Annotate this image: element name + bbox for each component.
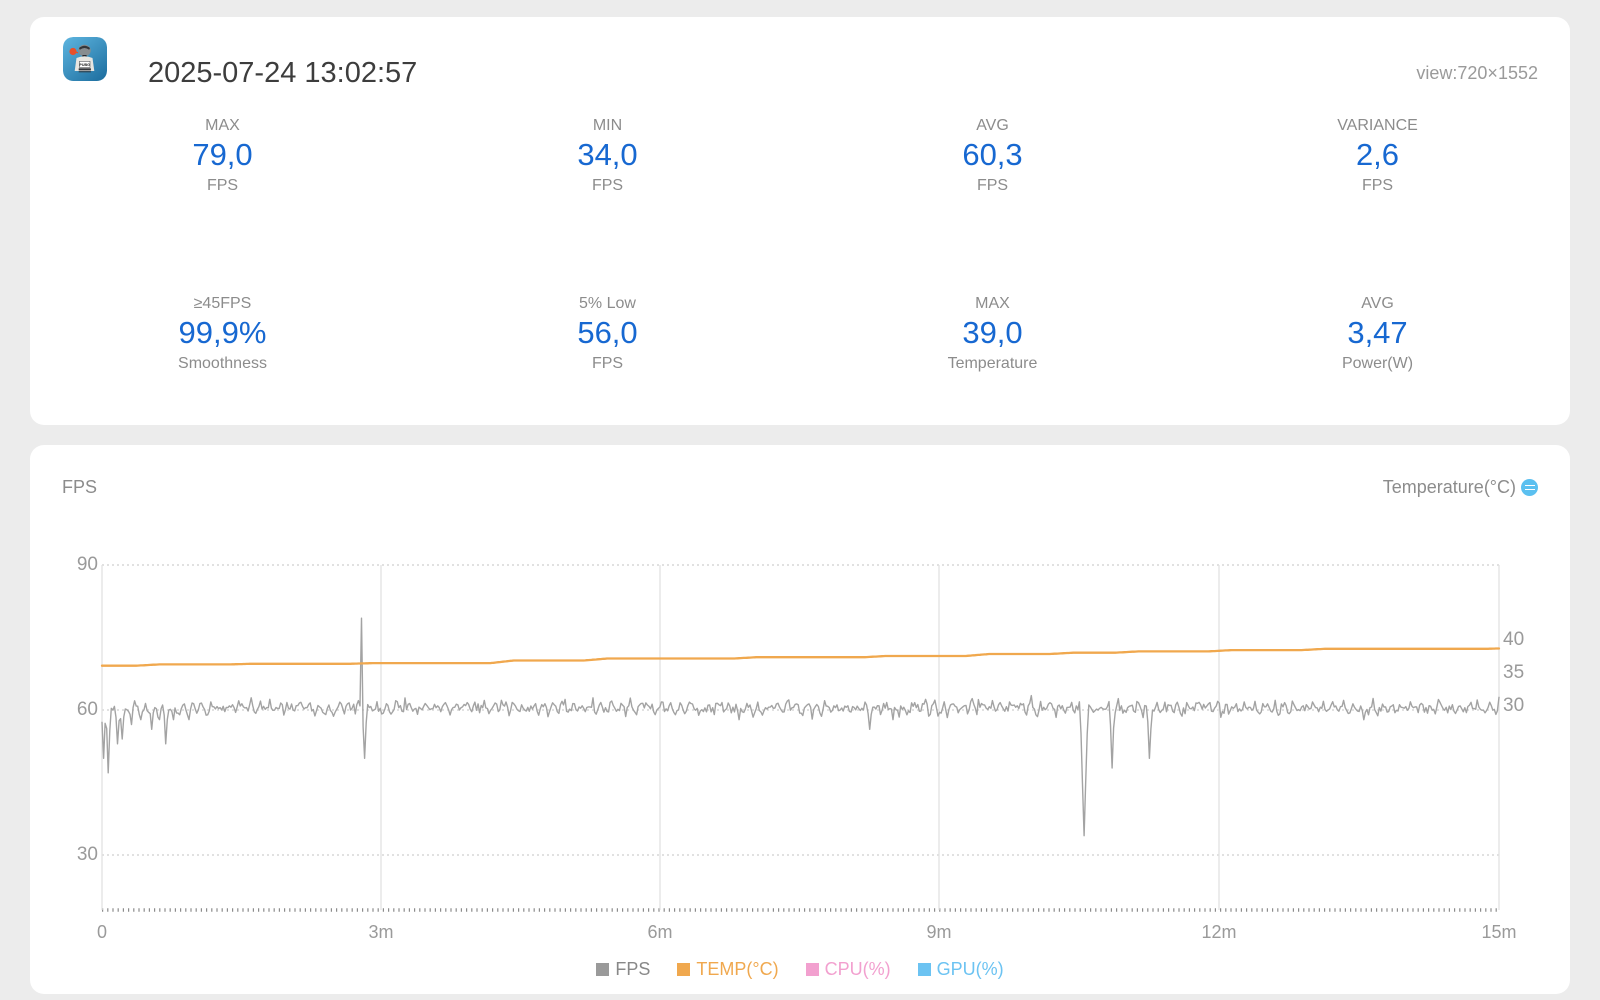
svg-text:3m: 3m [368, 922, 393, 942]
svg-text:30: 30 [77, 844, 98, 865]
svg-text:6m: 6m [647, 922, 672, 942]
svg-text:90: 90 [77, 554, 98, 575]
svg-text:15m: 15m [1481, 922, 1516, 942]
svg-text:60: 60 [77, 699, 98, 720]
svg-text:35: 35 [1503, 662, 1524, 683]
svg-text:0: 0 [97, 922, 107, 942]
svg-text:12m: 12m [1201, 922, 1236, 942]
svg-text:40: 40 [1503, 629, 1524, 650]
svg-text:PUBG: PUBG [79, 63, 90, 67]
svg-text:9m: 9m [926, 922, 951, 942]
svg-text:30: 30 [1503, 695, 1524, 716]
